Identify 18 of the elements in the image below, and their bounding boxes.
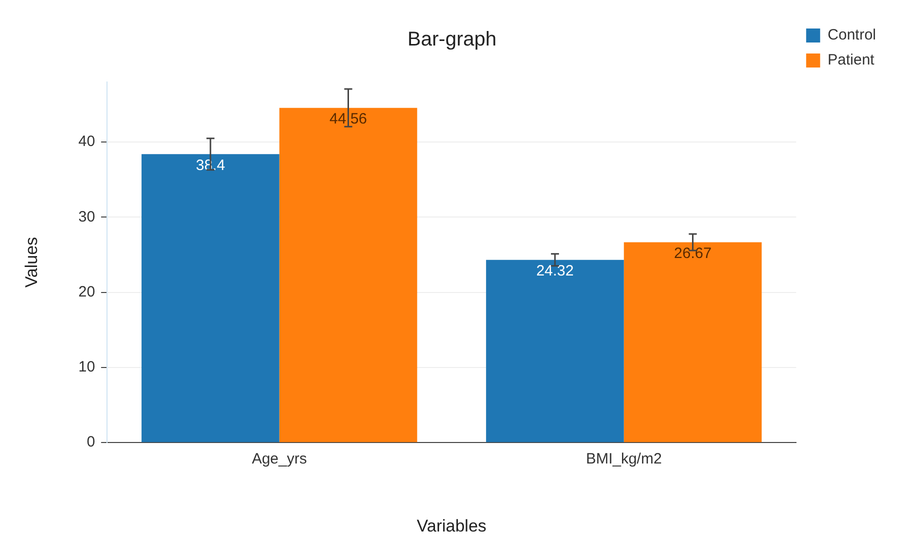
y-tick-label: 40: [78, 133, 96, 150]
y-tick-label: 20: [78, 283, 96, 300]
y-tick-label: 10: [78, 358, 96, 376]
legend-label: Patient: [828, 52, 876, 69]
data-label: 24.32: [536, 262, 574, 280]
x-tick-label: Age_yrs: [252, 450, 307, 468]
y-tick-label: 0: [86, 434, 96, 451]
bar: [486, 260, 624, 442]
legend-label: Control: [828, 26, 876, 44]
bar: [279, 108, 418, 442]
x-axis-title: Variables: [416, 516, 486, 536]
bar: [624, 242, 762, 442]
bar: [142, 154, 280, 442]
chart-title: Bar-graph: [408, 28, 496, 51]
data-label: 26.67: [674, 244, 712, 262]
x-tick-label: BMI_kg/m2: [586, 450, 662, 468]
y-axis-title: Values: [22, 236, 41, 288]
y-tick-label: 30: [78, 208, 96, 226]
